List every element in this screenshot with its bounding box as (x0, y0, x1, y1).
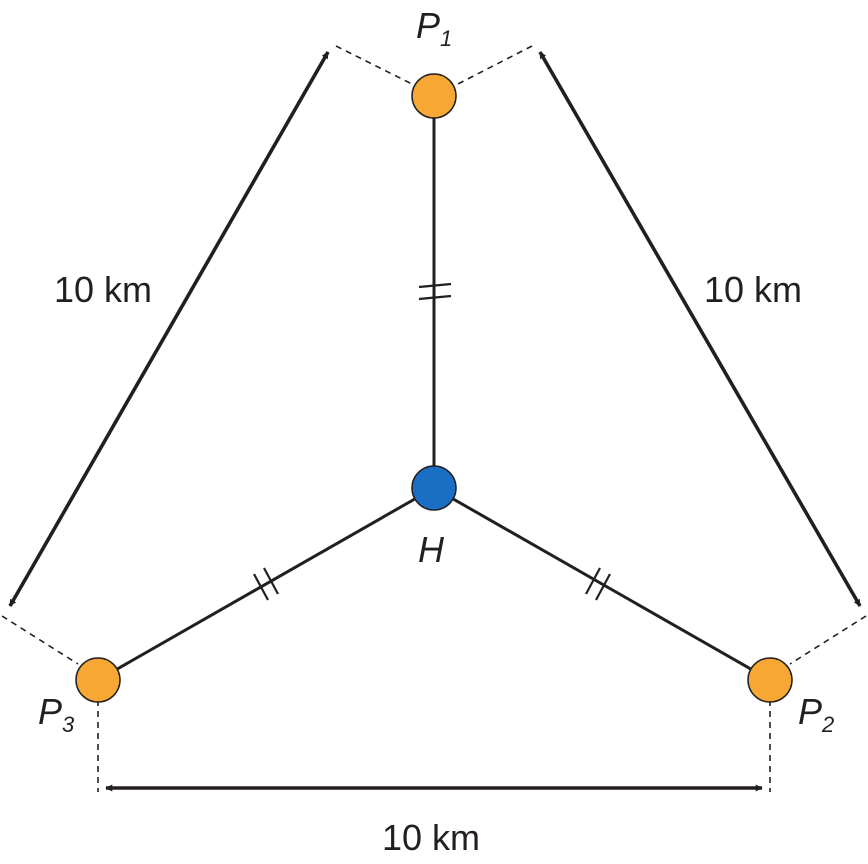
right-distance-arrow (538, 51, 862, 607)
ext-right-bottom (789, 615, 867, 665)
label-p1: P1 (416, 5, 452, 51)
tick-marks-h-p2 (585, 567, 611, 601)
distance-label-right: 10 km (704, 269, 802, 310)
extension-lines (1, 45, 867, 792)
segment-h-p2 (433, 486, 771, 682)
tick-marks-h-p1 (418, 282, 452, 301)
point-p1 (411, 73, 457, 119)
label-p3: P3 (38, 691, 75, 737)
label-h: H (418, 529, 445, 570)
label-p2: P2 (798, 691, 834, 737)
point-p3 (75, 657, 121, 703)
distance-label-bottom: 10 km (382, 817, 480, 858)
ext-right-top (453, 45, 533, 87)
left-distance-arrow (8, 51, 330, 607)
point-h (411, 465, 457, 511)
ext-left-bottom (1, 615, 79, 665)
point-p2 (747, 657, 793, 703)
ext-left-top (335, 45, 417, 87)
distance-label-left: 10 km (54, 269, 152, 310)
tick-marks-h-p3 (253, 567, 279, 601)
segment-h-p3 (97, 486, 435, 682)
